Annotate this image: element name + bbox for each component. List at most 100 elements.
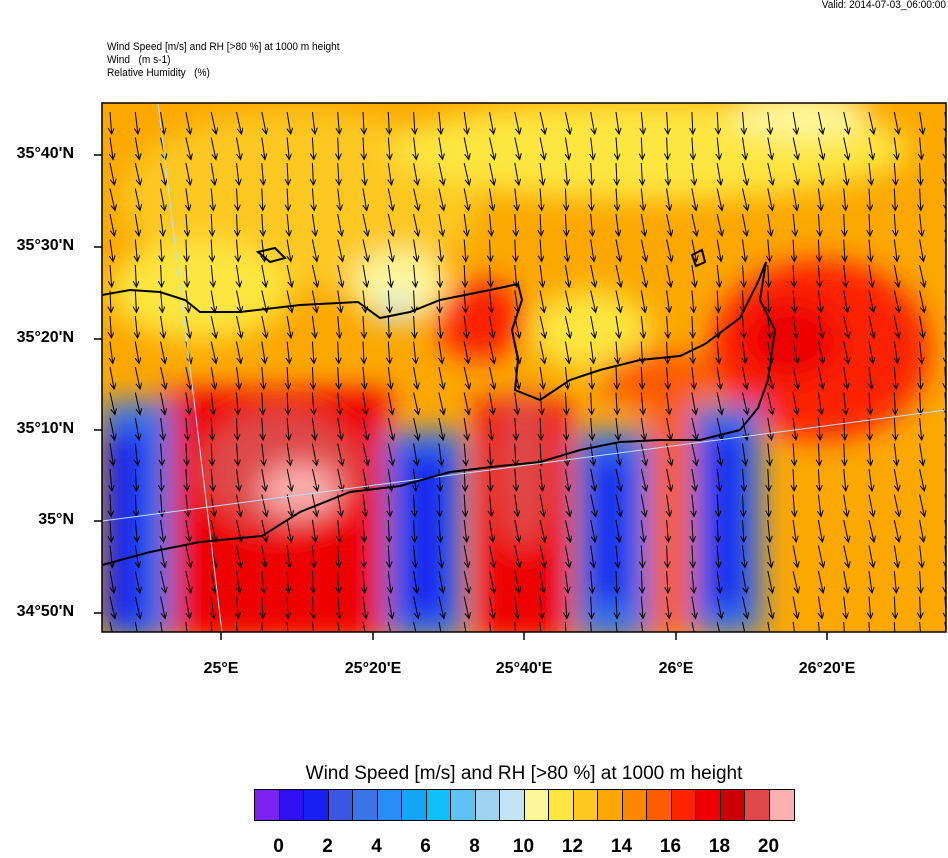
wind-arrow xyxy=(716,443,721,466)
wind-arrow xyxy=(869,366,872,389)
wind-arrow xyxy=(641,366,642,389)
wind-arrow xyxy=(869,162,871,185)
wind-arrow xyxy=(742,621,746,632)
wind-arrow xyxy=(767,188,773,211)
wind-arrow xyxy=(287,417,289,440)
wind-arrow xyxy=(438,596,444,619)
wind-arrow xyxy=(869,188,870,211)
wind-arrow xyxy=(185,366,191,389)
wind-arrow xyxy=(920,315,924,338)
wind-arrow xyxy=(413,621,417,632)
wind-arrow xyxy=(691,188,696,211)
wind-arrow xyxy=(438,213,443,236)
wind-arrow xyxy=(237,162,240,185)
wind-arrow xyxy=(717,545,719,568)
wind-arrow xyxy=(237,417,238,440)
wind-arrow xyxy=(338,341,339,364)
wind-arrow xyxy=(414,545,416,568)
wind-arrow xyxy=(793,417,796,440)
wind-arrow xyxy=(817,621,820,632)
wind-arrow xyxy=(616,137,618,160)
wind-arrow xyxy=(844,264,846,287)
wind-arrow xyxy=(363,162,365,185)
wind-arrow xyxy=(591,570,593,593)
wind-arrow xyxy=(641,290,645,313)
wind-arrow xyxy=(490,188,494,211)
wind-arrow xyxy=(312,545,314,568)
wind-arrow xyxy=(237,392,239,415)
plot-titles: Wind Speed [m/s] and RH [>80 %] at 1000 … xyxy=(107,41,340,80)
wind-arrow xyxy=(161,443,163,466)
wind-arrow xyxy=(844,213,845,236)
wind-arrow xyxy=(843,137,849,160)
wind-arrow xyxy=(490,315,494,338)
wind-arrow xyxy=(641,596,643,619)
wind-arrow xyxy=(464,213,467,236)
wind-arrow xyxy=(363,392,366,415)
wind-arrow xyxy=(615,264,621,287)
wind-arrow xyxy=(312,341,314,364)
wind-arrow xyxy=(490,392,494,415)
wind-arrow xyxy=(843,621,845,632)
wind-arrow xyxy=(742,570,747,593)
wind-arrow xyxy=(236,341,241,364)
wind-arrow xyxy=(185,137,191,160)
wind-arrow xyxy=(641,545,642,568)
wind-arrow xyxy=(387,392,392,415)
wind-arrow xyxy=(540,213,541,236)
wind-arrow xyxy=(236,315,242,338)
wind-arrow xyxy=(338,545,339,568)
wind-arrow xyxy=(211,188,213,211)
y-axis-label: 35°N xyxy=(38,511,74,528)
wind-arrow xyxy=(591,188,592,211)
wind-arrow xyxy=(591,137,594,160)
wind-arrow xyxy=(868,494,873,517)
wind-arrow xyxy=(185,545,191,568)
wind-arrow xyxy=(540,188,542,211)
wind-arrow xyxy=(640,494,645,517)
wind-arrow xyxy=(262,468,266,491)
wind-arrow xyxy=(515,213,516,236)
wind-arrow xyxy=(110,315,111,338)
wind-arrow xyxy=(338,315,340,338)
wind-arrow xyxy=(490,290,492,313)
wind-arrow xyxy=(869,417,870,440)
wind-arrow xyxy=(894,545,898,568)
wind-arrow xyxy=(768,545,772,568)
wind-arrow xyxy=(439,545,442,568)
wind-arrow xyxy=(262,366,264,389)
wind-arrow xyxy=(691,443,697,466)
wind-arrow xyxy=(161,417,164,440)
wind-arrow xyxy=(363,315,364,338)
wind-arrow xyxy=(667,315,669,338)
wind-arrow xyxy=(135,341,139,364)
wind-arrow xyxy=(338,596,340,619)
wind-arrow xyxy=(363,494,366,517)
wind-arrow xyxy=(539,494,544,517)
wind-arrow xyxy=(337,468,343,491)
wind-arrow xyxy=(237,596,239,619)
wind-arrow xyxy=(286,494,292,517)
wind-arrow xyxy=(489,366,495,389)
wind-arrow xyxy=(641,392,643,415)
wind-arrow xyxy=(666,417,671,440)
wind-arrow xyxy=(287,570,288,593)
wind-arrow xyxy=(793,188,797,211)
wind-arrow xyxy=(868,545,873,568)
wind-arrow xyxy=(792,596,797,619)
wind-arrow xyxy=(186,443,187,466)
wind-arrow xyxy=(338,188,341,211)
colorbar-swatch xyxy=(769,790,794,820)
colorbar-swatch xyxy=(304,790,329,820)
wind-arrow xyxy=(161,468,162,491)
colorbar-swatch xyxy=(500,790,525,820)
wind-arrow xyxy=(490,443,491,466)
wind-arrow xyxy=(109,570,114,593)
wind-arrow xyxy=(237,239,239,262)
wind-arrow xyxy=(615,290,621,313)
wind-arrow xyxy=(793,111,797,134)
wind-arrow xyxy=(312,366,313,389)
wind-arrow xyxy=(210,111,216,134)
colorbar-swatch xyxy=(524,790,549,820)
wind-arrow xyxy=(134,366,140,389)
